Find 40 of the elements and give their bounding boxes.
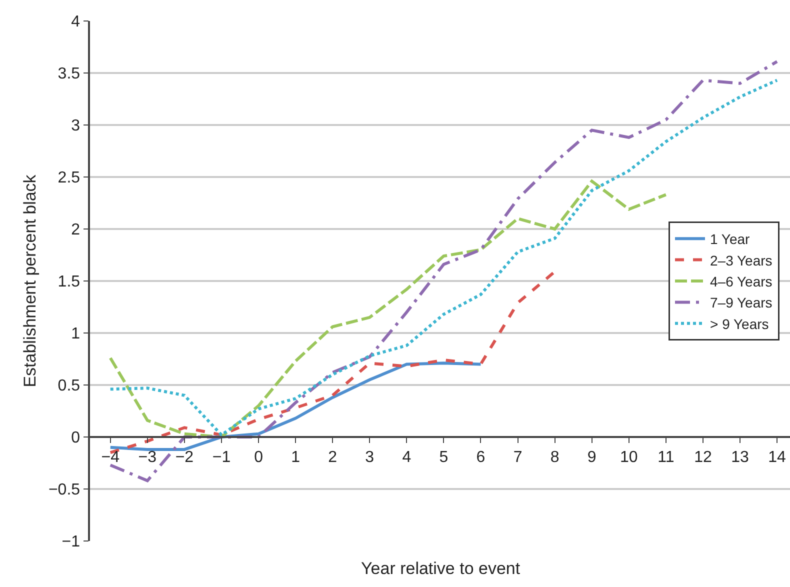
legend-label: 1 Year (710, 231, 750, 248)
y-tick-label: 1 (71, 326, 80, 343)
x-tick-label: −4 (101, 448, 120, 466)
y-tick-label: 3.5 (58, 66, 80, 83)
x-tick-label: 7 (513, 448, 522, 466)
x-tick-label: 6 (476, 448, 486, 466)
x-tick-label: 1 (291, 448, 300, 466)
x-tick-label: 8 (550, 448, 560, 466)
legend-label: 2–3 Years (710, 252, 772, 268)
x-tick-label: −3 (138, 448, 157, 466)
x-tick-label: 2 (328, 448, 338, 466)
y-axis-title: Establishment percent black (20, 174, 40, 388)
x-tick-label: 10 (620, 448, 638, 466)
y-tick-label: −0.5 (48, 482, 80, 499)
x-tick-label: 0 (254, 448, 264, 466)
y-tick-label: 2 (71, 222, 80, 239)
x-tick-label: 13 (731, 448, 749, 466)
x-tick-label: 11 (658, 448, 674, 466)
x-tick-label: 3 (365, 448, 374, 466)
x-axis-title: Year relative to event (361, 559, 520, 578)
y-tick-label: 0 (71, 430, 80, 447)
x-tick-label: 9 (587, 448, 596, 466)
x-tick-label: 14 (768, 448, 786, 466)
legend-label: > 9 Years (710, 316, 769, 332)
x-tick-label: −1 (212, 448, 231, 466)
legend-label: 7–9 Years (710, 294, 772, 311)
y-tick-label: 4 (71, 14, 80, 31)
x-tick-label: −2 (175, 448, 194, 466)
x-tick-label: 12 (694, 448, 712, 466)
legend-label: 4–6 Years (710, 273, 772, 290)
x-tick-label: 5 (439, 448, 448, 466)
y-tick-label: 2.5 (58, 170, 80, 187)
x-tick-label: 4 (402, 448, 412, 466)
line-series (108, 362, 482, 451)
line-series (108, 78, 779, 436)
y-tick-label: 0.5 (58, 378, 80, 395)
y-tick-label: 3 (71, 118, 80, 135)
y-tick-label: 1.5 (58, 274, 80, 291)
line-series (108, 180, 668, 438)
y-tick-label: −1 (62, 534, 80, 551)
